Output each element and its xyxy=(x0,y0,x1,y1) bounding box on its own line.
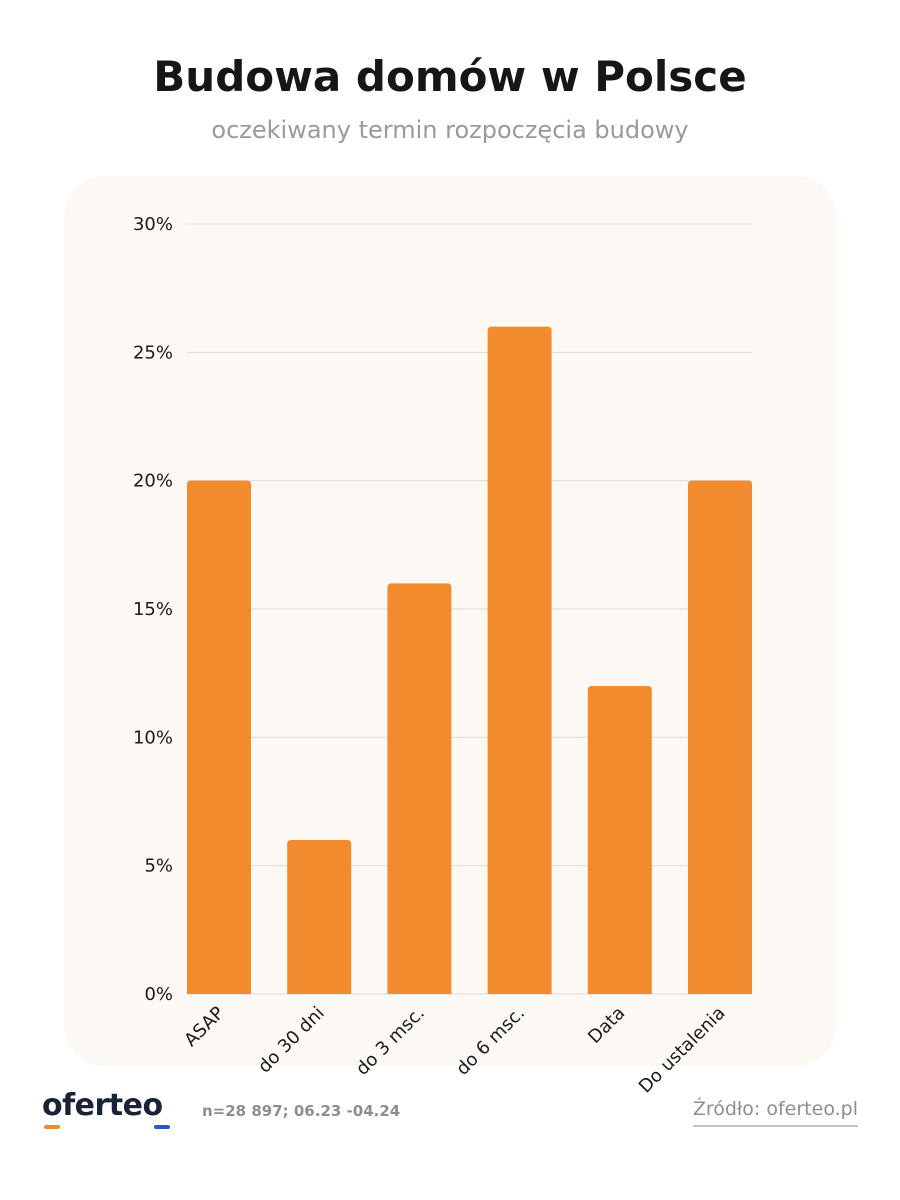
logo-accent-orange xyxy=(44,1125,60,1129)
bar xyxy=(387,583,452,994)
chart-subtitle: oczekiwany termin rozpoczęcia budowy xyxy=(211,116,689,144)
bar xyxy=(587,686,652,994)
y-tick-label: 5% xyxy=(144,856,173,877)
logo-accent-blue xyxy=(154,1125,170,1129)
x-tick-label: do 6 msc. xyxy=(452,1003,529,1080)
y-tick-label: 15% xyxy=(133,599,173,620)
sample-size-note: n=28 897; 06.23 -04.24 xyxy=(202,1102,401,1120)
y-tick-label: 0% xyxy=(144,984,173,1005)
oferteo-logo: oferteo xyxy=(42,1088,163,1123)
chart-title: Budowa domów w Polsce xyxy=(153,52,747,101)
bar xyxy=(688,480,752,995)
bar xyxy=(187,480,251,995)
x-tick-label: ASAP xyxy=(180,1003,228,1051)
x-tick-label: Do ustalenia xyxy=(635,1003,730,1098)
y-tick-label: 25% xyxy=(133,342,173,363)
bar xyxy=(487,326,552,995)
x-tick-label: Data xyxy=(584,1003,629,1048)
source-link[interactable]: Źródło: oferteo.pl xyxy=(692,1098,858,1127)
y-tick-label: 10% xyxy=(133,727,173,748)
y-tick-label: 20% xyxy=(133,471,173,492)
x-tick-label: do 30 dni xyxy=(254,1003,329,1078)
bar xyxy=(287,840,352,994)
y-tick-label: 30% xyxy=(133,214,173,235)
x-tick-label: do 3 msc. xyxy=(352,1003,429,1080)
